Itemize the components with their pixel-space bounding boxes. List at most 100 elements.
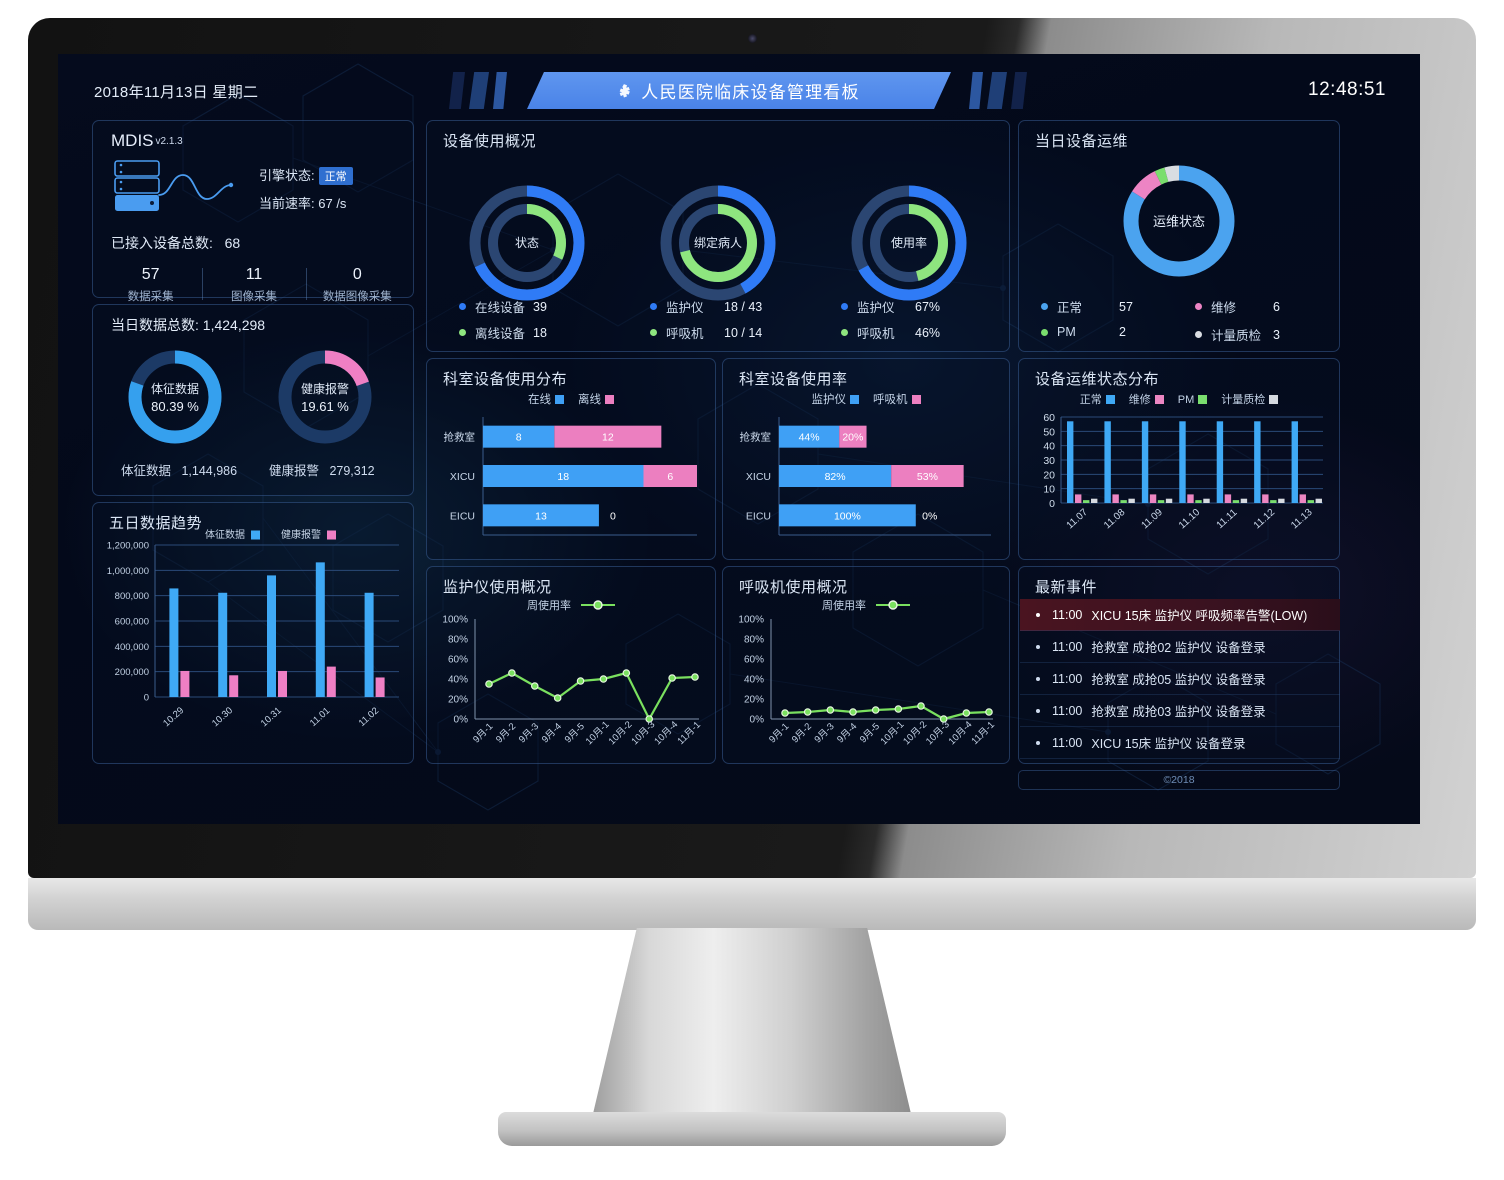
- svg-text:11.09: 11.09: [1139, 507, 1165, 532]
- svg-text:健康报警: 健康报警: [281, 529, 321, 541]
- svg-text:30: 30: [1043, 455, 1055, 467]
- foot-label: 健康报警: [269, 464, 320, 478]
- legend-dot: [650, 329, 657, 336]
- legend-item: 维修 6: [1195, 297, 1280, 316]
- svg-text:9月-2: 9月-2: [790, 721, 814, 745]
- mdis-stats: 57 数据采集 11 图像采集 0 数据图像采集: [99, 266, 409, 304]
- stat-label: 图像采集: [230, 291, 277, 303]
- legend-label: 监护仪: [811, 394, 847, 406]
- bullet-icon: [1036, 708, 1040, 713]
- dept-rate-legend: 监护仪 呼吸机: [723, 391, 1009, 407]
- rate-label: 当前速率:: [259, 196, 315, 211]
- bullet-icon: [1036, 740, 1040, 745]
- svg-text:10月-4: 10月-4: [947, 719, 975, 747]
- svg-text:9月-5: 9月-5: [858, 721, 882, 745]
- event-time: 11:00: [1052, 639, 1083, 654]
- panel-data-total: 当日数据总数: 1,424,298 体征数据 80.39 % 健康报警 19.6…: [92, 304, 414, 496]
- legend-label: 监护仪: [857, 301, 895, 315]
- stat-label: 数据图像采集: [322, 291, 392, 303]
- legend-dot: [1195, 303, 1202, 310]
- total-devices-value: 68: [224, 235, 241, 251]
- legend-dot: [841, 303, 848, 310]
- event-text: XICU 15床 监护仪 呼吸频率告警(LOW): [1091, 609, 1308, 623]
- svg-text:9月-1: 9月-1: [767, 721, 791, 745]
- svg-text:11.07: 11.07: [1065, 507, 1091, 532]
- footer-copyright: ©2018: [1018, 770, 1340, 790]
- bullet-icon: [1036, 612, 1040, 617]
- event-row[interactable]: 11:00 抢救室 成抢05 监护仪 设备登录: [1020, 663, 1340, 695]
- donut-foot-alarm: 健康报警 279,312: [269, 460, 375, 479]
- legend-label: 周使用率: [821, 600, 866, 612]
- svg-text:80.39 %: 80.39 %: [151, 399, 199, 414]
- header-slash-right-2: [987, 72, 1007, 109]
- svg-text:100%: 100%: [442, 615, 468, 626]
- svg-text:0: 0: [1049, 498, 1055, 510]
- svg-text:9月-4: 9月-4: [835, 721, 859, 745]
- svg-text:600,000: 600,000: [115, 617, 149, 628]
- svg-text:9月-5: 9月-5: [563, 721, 587, 745]
- foot-value: 1,144,986: [181, 464, 238, 478]
- svg-text:使用率: 使用率: [891, 235, 927, 250]
- panel-title: 科室设备使用率: [739, 371, 848, 388]
- svg-text:9月-3: 9月-3: [812, 721, 836, 745]
- chart-ops-donut: 运维状态: [1123, 165, 1235, 277]
- data-total-value: 1,424,298: [202, 317, 266, 333]
- svg-text:53%: 53%: [917, 471, 938, 483]
- svg-text:60: 60: [1043, 412, 1055, 424]
- panel-dept-distribution: 科室设备使用分布 在线 离线 抢救室 8 12 XICU 18 6 EICU 13 0: [426, 358, 716, 560]
- chart-five-day-trend: 0 200,000 400,000 600,000 800,000 1,000,000 1,…: [107, 529, 399, 729]
- stat-value: 0: [352, 266, 362, 283]
- legend-value: 57: [1119, 299, 1133, 314]
- svg-text:800,000: 800,000: [115, 591, 149, 602]
- svg-text:10.30: 10.30: [210, 705, 235, 729]
- svg-text:状态: 状态: [515, 236, 539, 250]
- chart-usage-rings: 状态 绑定病人 使用率: [469, 185, 967, 301]
- engine-status-label: 引擎状态:: [259, 168, 315, 183]
- svg-text:XICU: XICU: [746, 471, 771, 483]
- svg-text:EICU: EICU: [450, 510, 475, 522]
- total-devices-row: 已接入设备总数: 68: [111, 233, 240, 253]
- legend-value: 67%: [915, 299, 941, 314]
- svg-text:0%: 0%: [750, 715, 765, 726]
- legend-dot: [1041, 328, 1048, 336]
- svg-text:80%: 80%: [448, 635, 468, 646]
- event-time: 11:00: [1052, 735, 1083, 750]
- vent-legend: 周使用率: [723, 597, 1009, 613]
- legend-value: 18 / 43: [724, 299, 763, 314]
- event-row[interactable]: 11:00 XICU 15床 监护仪 设备登录: [1020, 727, 1340, 759]
- legend-dot: [459, 329, 466, 336]
- event-row[interactable]: 11:00 XICU 15床 监护仪 呼吸频率告警(LOW): [1020, 599, 1340, 631]
- svg-text:82%: 82%: [825, 471, 846, 483]
- legend-item: 呼吸机 46%: [841, 323, 940, 342]
- svg-text:12: 12: [602, 432, 614, 444]
- legend-label: 计量质检: [1211, 329, 1262, 343]
- svg-text:8: 8: [516, 432, 522, 444]
- event-row[interactable]: 11:00 抢救室 成抢02 监护仪 设备登录: [1020, 631, 1340, 663]
- engine-status-row: 引擎状态: 正常: [259, 165, 353, 185]
- svg-text:抢救室: 抢救室: [444, 431, 476, 444]
- svg-text:绑定病人: 绑定病人: [694, 235, 742, 250]
- svg-text:11.10: 11.10: [1177, 507, 1203, 532]
- cross-medical-icon: [619, 84, 631, 98]
- header-slash-left-1: [449, 72, 465, 109]
- panel-title: 当日设备运维: [1035, 133, 1129, 150]
- chart-dept-distribution: 抢救室 8 12 XICU 18 6 EICU 13 0: [444, 417, 697, 536]
- svg-text:20%: 20%: [744, 695, 764, 706]
- chart-monitor-usage: 0%20%40%60%80%100%9月-19月-29月-39月-49月-510…: [442, 615, 703, 748]
- svg-text:11.01: 11.01: [308, 705, 333, 729]
- header-slash-right-1: [969, 72, 983, 109]
- legend-value: 18: [533, 325, 547, 340]
- event-text: XICU 15床 监护仪 设备登录: [1091, 737, 1246, 751]
- legend-item: PM 2: [1041, 325, 1126, 339]
- legend-dot: [650, 303, 657, 310]
- data-total-label: 当日数据总数:: [111, 317, 199, 333]
- mdis-version: v2.1.3: [155, 136, 183, 147]
- legend-dot: [1195, 331, 1202, 338]
- chart-dept-rate: 抢救室 44% 20% XICU 82% 53% EICU 100% 0%: [740, 417, 991, 536]
- event-time: 11:00: [1052, 703, 1083, 718]
- event-row[interactable]: 11:00 抢救室 成抢03 监护仪 设备登录: [1020, 695, 1340, 727]
- svg-text:80%: 80%: [744, 635, 764, 646]
- svg-text:10月-3: 10月-3: [629, 719, 657, 747]
- donut-health-alarm: 健康报警 19.61 %: [278, 350, 372, 444]
- panel-events: 最新事件 11:00 XICU 15床 监护仪 呼吸频率告警(LOW) 11:00 抢…: [1018, 566, 1340, 764]
